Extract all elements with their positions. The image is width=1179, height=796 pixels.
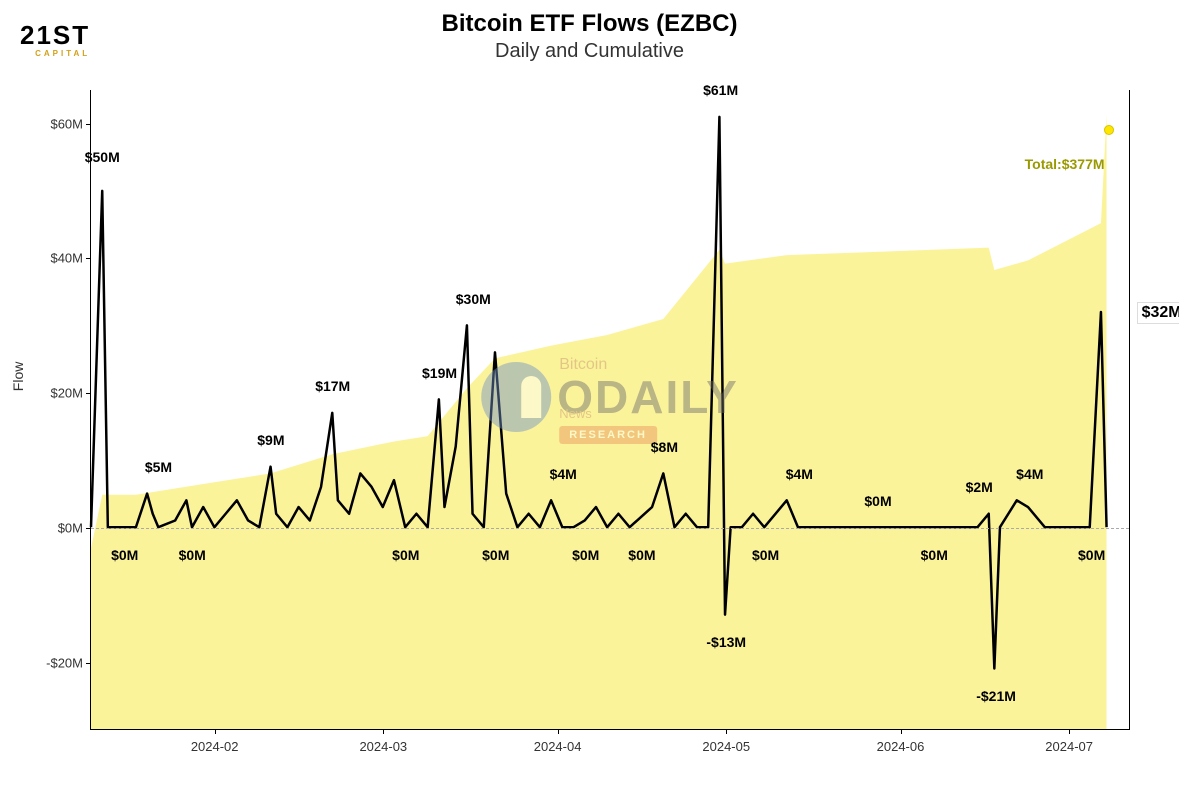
brand-logo: 21ST CAPITAL [20, 20, 90, 58]
data-annotation: $0M [111, 547, 138, 563]
data-annotation: $19M [422, 365, 457, 381]
data-annotation: $2M [966, 479, 993, 495]
data-annotation: -$21M [976, 688, 1016, 704]
x-tick-mark [383, 729, 384, 734]
y-axis-label: Flow [10, 362, 26, 392]
data-annotation: $0M [392, 547, 419, 563]
data-annotation: $0M [752, 547, 779, 563]
y-tick-mark [86, 124, 91, 125]
data-annotation: $0M [1078, 547, 1105, 563]
x-tick-mark [901, 729, 902, 734]
data-annotation: $0M [921, 547, 948, 563]
y-tick-mark [86, 393, 91, 394]
y-tick-label: $20M [50, 386, 91, 401]
cumulative-area [91, 114, 1107, 729]
chart-plot-area: ODAILY Bitcoin News RESEARCH -$20M$0M$20… [90, 90, 1130, 730]
logo-main: 21ST [20, 20, 90, 50]
last-value-label: $32M [1137, 302, 1179, 324]
data-annotation: $4M [1016, 466, 1043, 482]
zero-gridline [91, 528, 1129, 529]
y-tick-mark [86, 663, 91, 664]
data-annotation: -$13M [706, 634, 746, 650]
data-annotation: $0M [864, 493, 891, 509]
logo-sub: CAPITAL [20, 49, 90, 58]
chart-title: Bitcoin ETF Flows (EZBC) [0, 10, 1179, 38]
data-annotation: $0M [628, 547, 655, 563]
data-annotation: $4M [786, 466, 813, 482]
chart-svg [91, 90, 1129, 729]
x-tick-mark [1069, 729, 1070, 734]
y-tick-mark [86, 528, 91, 529]
data-annotation: $0M [482, 547, 509, 563]
x-tick-mark [215, 729, 216, 734]
y-tick-label: -$20M [46, 655, 91, 670]
data-annotation: $4M [550, 466, 577, 482]
data-annotation: $50M [85, 149, 120, 165]
x-tick-mark [726, 729, 727, 734]
data-annotation: $8M [651, 439, 678, 455]
chart-subtitle: Daily and Cumulative [0, 40, 1179, 63]
title-block: Bitcoin ETF Flows (EZBC) Daily and Cumul… [0, 0, 1179, 63]
y-tick-label: $60M [50, 116, 91, 131]
y-tick-mark [86, 258, 91, 259]
y-tick-label: $40M [50, 251, 91, 266]
cumulative-end-marker [1104, 125, 1114, 135]
data-annotation: $0M [572, 547, 599, 563]
data-annotation: $17M [315, 378, 350, 394]
data-annotation: $61M [703, 82, 738, 98]
x-tick-mark [558, 729, 559, 734]
cumulative-total-label: Total:$377M [1025, 156, 1105, 172]
data-annotation: $9M [257, 432, 284, 448]
data-annotation: $30M [456, 291, 491, 307]
data-annotation: $5M [145, 459, 172, 475]
data-annotation: $0M [179, 547, 206, 563]
